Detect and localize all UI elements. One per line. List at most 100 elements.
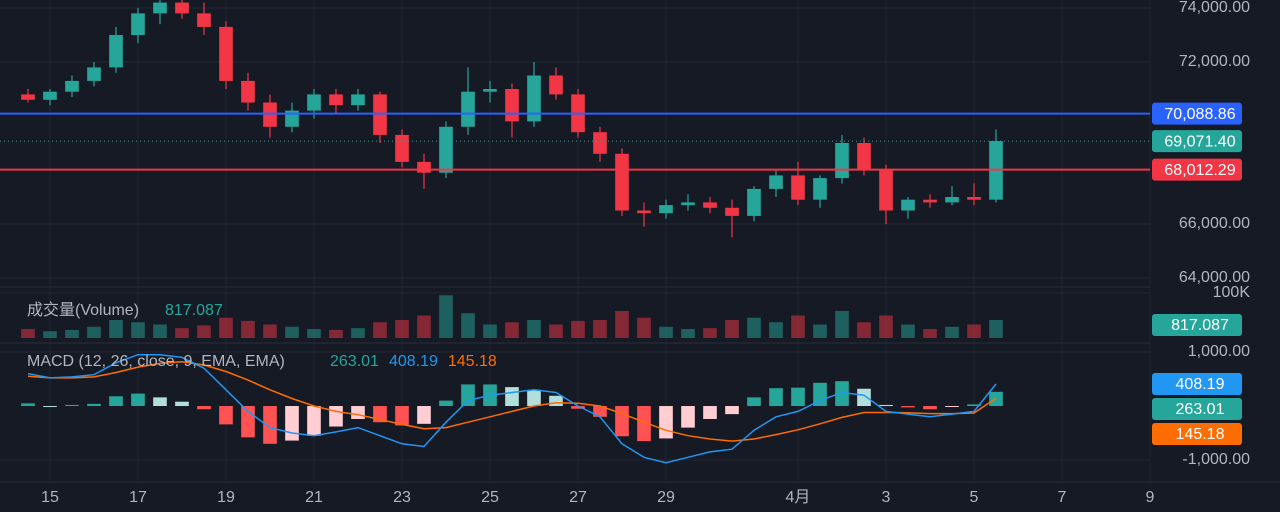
macd-histogram-bar [791,387,805,407]
macd-histogram-bar [879,404,893,407]
macd-histogram-bar [109,396,123,407]
macd-histogram-bar [263,406,277,444]
volume-bar [967,324,981,338]
macd-histogram-bar [175,401,189,407]
candle-body [351,94,365,106]
macd-histogram-bar [439,400,453,407]
macd-histogram-bar [967,404,981,407]
volume-bar [263,324,277,338]
volume-bar [21,329,35,338]
candle-body [879,170,893,211]
macd-histogram-bar [461,384,475,407]
macd-histogram-bar [747,397,761,407]
candle-body [505,88,519,122]
candle-body [241,80,255,103]
x-tick-label: 17 [129,489,147,506]
volume-bar [681,329,695,338]
y-tick-label: 72,000.00 [1179,53,1250,70]
x-tick-label: 29 [657,489,675,506]
y-tick-label: 1,000.00 [1188,343,1250,360]
signal-line [27,360,997,442]
volume-bar [197,325,211,338]
volume-bar [747,317,761,338]
volume-bar [769,322,783,338]
candle-body [791,175,805,200]
candle-body [263,102,277,127]
y-tick-label: -1,000.00 [1182,451,1250,468]
volume-bar [395,320,409,338]
x-tick-label: 7 [1058,489,1067,506]
price-badge-label: 817.087 [1171,317,1229,334]
candle-body [659,205,673,214]
plot [0,0,1150,464]
macd-histogram-bar [285,406,299,441]
volume-bar [659,326,673,338]
candle-body [637,210,651,214]
macd-histogram-bar [923,406,937,410]
price-badge [1152,102,1242,125]
volume-bar [725,320,739,338]
candle-body [307,94,321,111]
candle-body [681,202,695,206]
volume-bar [307,329,321,338]
candle-body [329,94,343,106]
candle-body [615,153,629,211]
volume-bar [923,329,937,338]
candle-body [175,2,189,14]
candle-body [285,110,299,127]
macd-readout: 263.01 [330,353,379,370]
volume-bar [483,324,497,338]
volume-bar [857,322,871,338]
macd-histogram-bar [329,406,343,427]
volume-bar [417,315,431,338]
candle-body [901,199,915,211]
x-tick-label: 27 [569,489,587,506]
volume-bar [571,320,585,338]
volume-title: 成交量(Volume) [27,301,139,319]
volume-bar [219,317,233,338]
price-badge [1152,314,1242,336]
macd-histogram-bar [219,406,233,425]
x-tick-label: 23 [393,489,411,506]
macd-line [27,353,997,464]
candle-body [153,2,167,14]
volume-bar [835,311,849,338]
macd-histogram-bar [703,406,717,419]
macd-histogram-bar [43,406,57,408]
macd-title: MACD (12, 26, close, 9, EMA, EMA) [27,353,285,370]
price-badge-label: 145.18 [1176,426,1225,443]
macd-histogram-bar [813,382,827,407]
macd-histogram-bar [417,406,431,424]
volume-bar [945,326,959,338]
candle-body [373,94,387,135]
volume-bar [153,324,167,338]
price-badge-label: 263.01 [1176,401,1225,418]
volume-bar [285,326,299,338]
candle-body [197,13,211,27]
candle-body [593,132,607,154]
macd-histogram-bar [307,406,321,436]
candle-body [395,134,409,162]
macd-histogram-bar [637,406,651,442]
volume-bar [549,324,563,338]
y-tick-label: 66,000.00 [1179,215,1250,232]
volume-bar [175,328,189,338]
volume-bar [351,328,365,338]
macd-histogram-bar [527,389,541,407]
price-badge [1152,372,1242,395]
macd-histogram-bar [857,388,871,407]
y-tick-label: 100K [1213,284,1251,301]
candle-body [109,34,123,68]
macd-histogram-bar [945,406,959,408]
candle-body [923,199,937,203]
price-badge [1152,158,1242,181]
y-tick-label: 74,000.00 [1179,0,1250,16]
price-badge [1152,130,1242,153]
volume-bar [703,328,717,338]
grid [0,0,1151,482]
volume-readout: 817.087 [165,302,223,319]
volume-bar [505,322,519,338]
x-tick-label: 3 [882,489,891,506]
macd-histogram-bar [571,406,585,409]
volume-bar [461,313,475,338]
